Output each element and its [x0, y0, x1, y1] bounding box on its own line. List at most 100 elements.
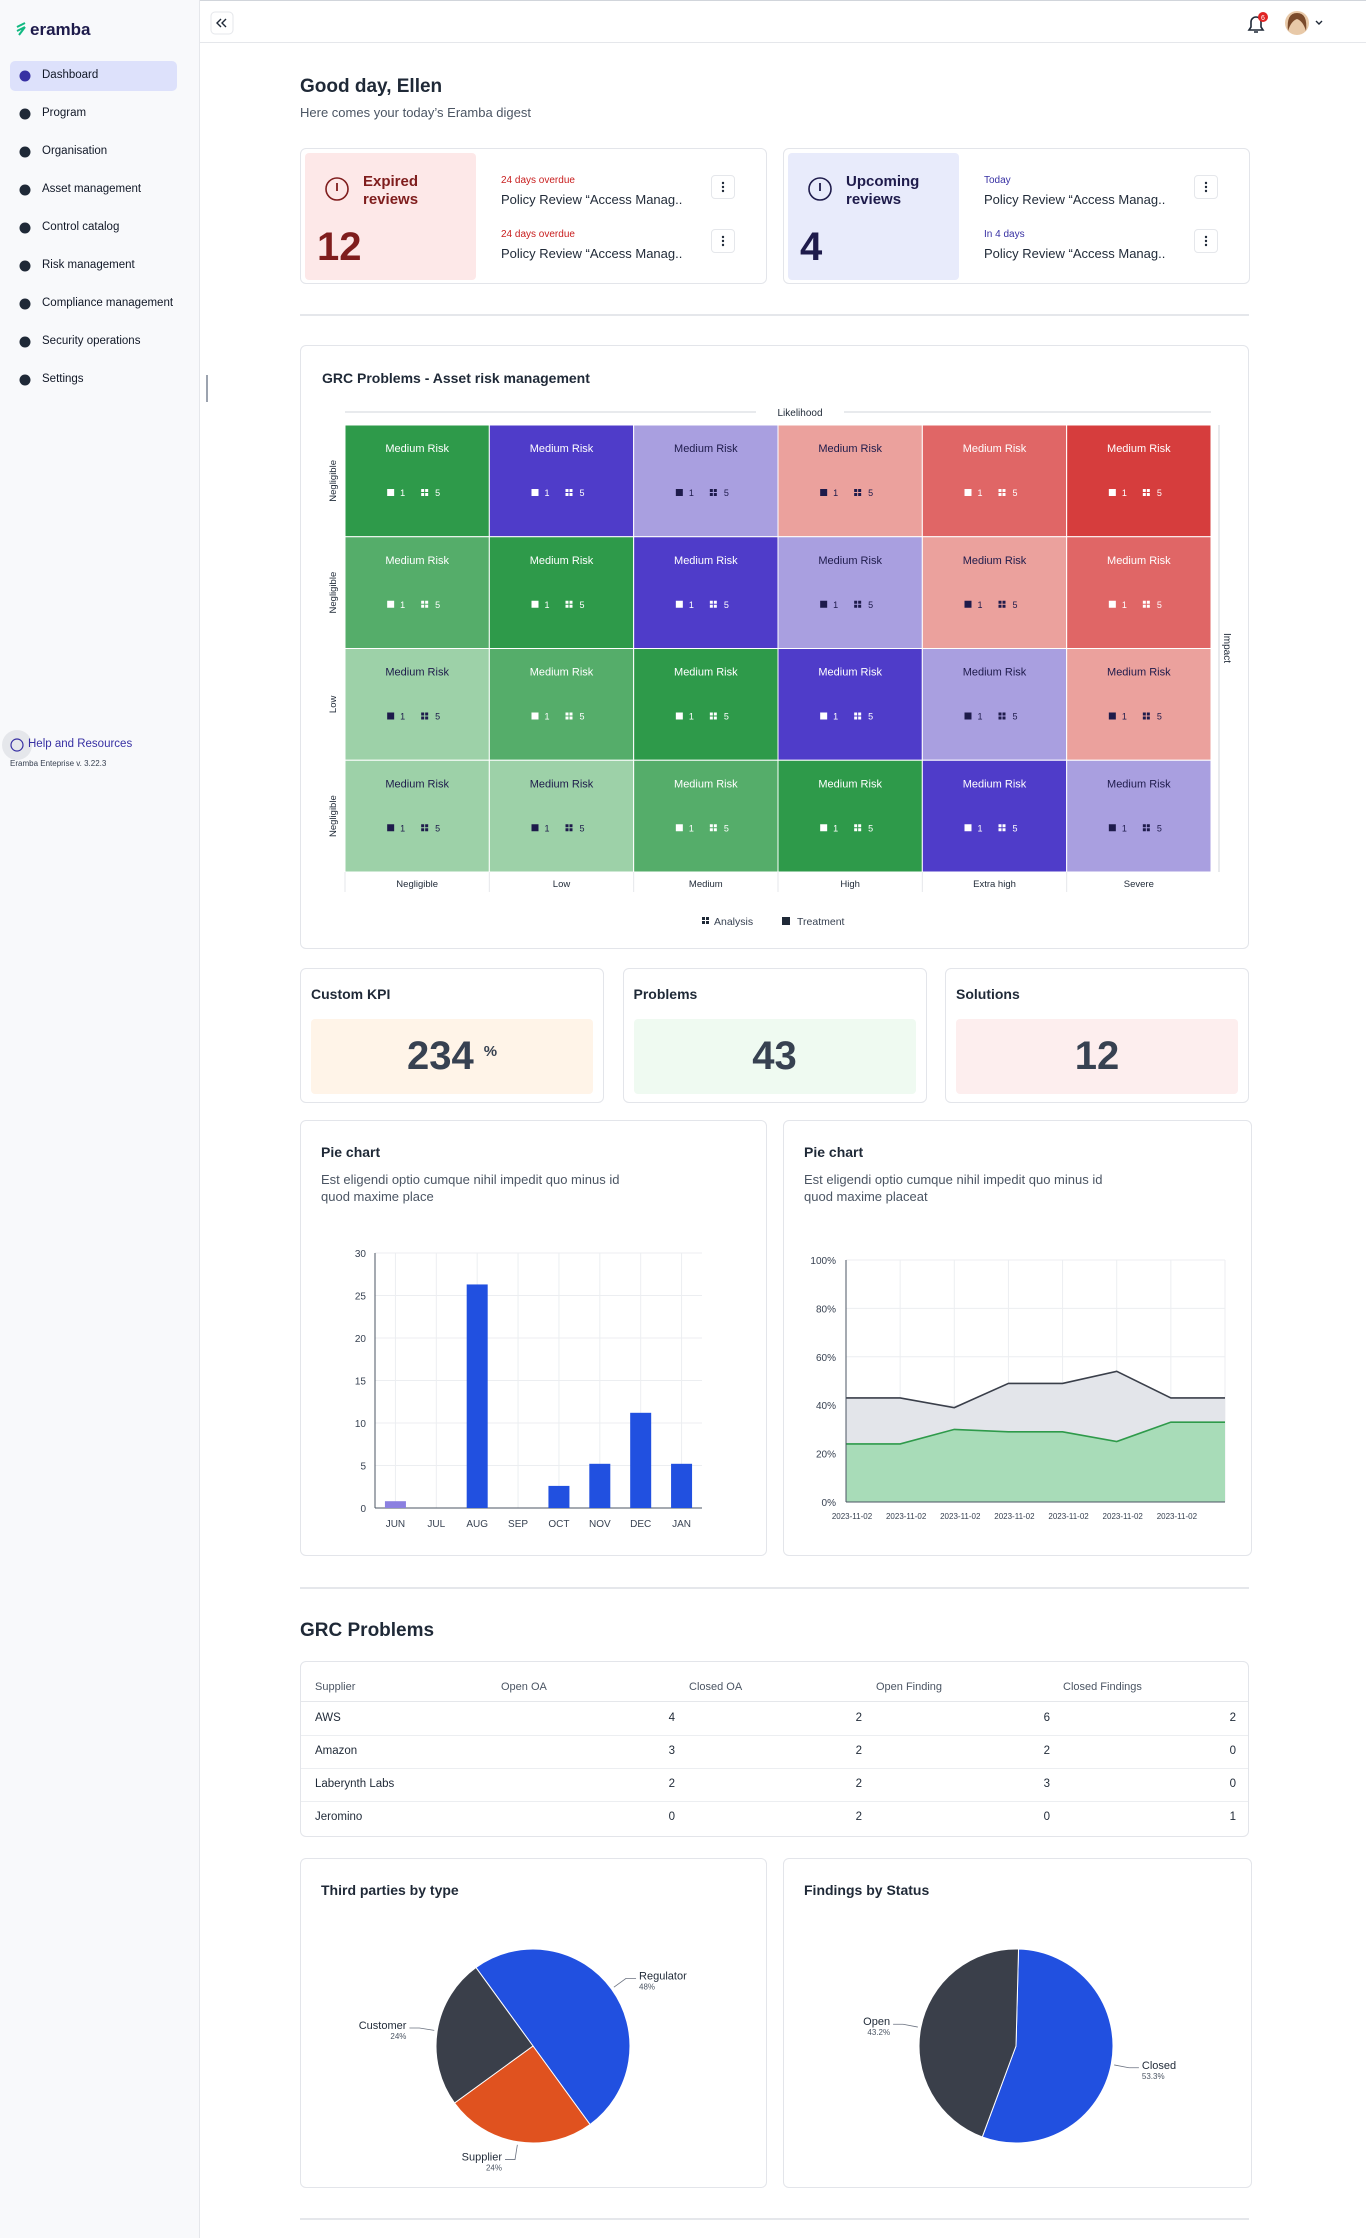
kebab-button[interactable] — [711, 175, 735, 199]
leader-line — [1114, 2064, 1139, 2069]
graphic — [2, 730, 32, 760]
review-item-title: Policy Review “Access Manag.. — [984, 246, 1166, 261]
matrix-cell — [488, 424, 635, 538]
menu-item[interactable]: Dashboard — [10, 61, 177, 91]
analysis-icon — [709, 489, 713, 492]
analysis-icon — [1142, 600, 1146, 604]
y-tick-label: 100% — [810, 1256, 836, 1267]
analysis-icon — [858, 493, 862, 496]
treatment-count: 1 — [689, 712, 694, 722]
analysis-icon — [1146, 828, 1150, 832]
cell-label: Medium Risk — [1107, 443, 1171, 455]
graphic — [19, 70, 31, 82]
analysis-count: 5 — [868, 488, 873, 498]
analysis-icon — [858, 604, 862, 608]
leader-line — [505, 2144, 518, 2160]
badge-count: 6 — [1261, 15, 1265, 22]
analysis-icon — [1146, 824, 1150, 828]
analysis-icon — [425, 489, 429, 492]
bar — [548, 1485, 570, 1508]
y-tick-label: 20% — [816, 1450, 836, 1461]
table-cell: 3 — [668, 1745, 675, 1757]
analysis-icon — [713, 600, 717, 604]
legend-icon — [702, 917, 705, 920]
help-link[interactable]: Help and Resources — [28, 738, 133, 750]
kpi-box: 234% — [311, 1019, 593, 1094]
analysis-icon — [858, 716, 862, 720]
analysis-icon — [1002, 712, 1006, 716]
review-count: 12 — [317, 225, 362, 269]
table-header: Closed Findings — [1063, 1681, 1142, 1693]
treatment-count: 1 — [1122, 488, 1127, 498]
menu-item[interactable]: Asset management — [10, 175, 177, 205]
analysis-icon — [425, 712, 429, 716]
graphic — [19, 222, 31, 234]
y-tick-label: 60% — [816, 1353, 836, 1364]
menu-icon — [19, 374, 31, 386]
treatment-count: 1 — [545, 600, 550, 610]
menu-item[interactable]: Security operations — [10, 327, 177, 357]
kebab-dot — [1204, 181, 1208, 185]
menu-label: Settings — [42, 373, 84, 385]
analysis-icon — [1146, 712, 1150, 716]
analysis-icon — [565, 828, 569, 832]
analysis-icon — [998, 493, 1002, 496]
matrix-cell — [1066, 648, 1212, 761]
kebab-dot — [721, 185, 725, 189]
matrix-cell — [344, 536, 490, 649]
analysis-count: 5 — [580, 488, 585, 498]
table-cell: 2 — [1043, 1745, 1050, 1757]
menu-item[interactable]: Settings — [10, 365, 177, 395]
kebab-dot — [721, 243, 725, 247]
row-label: Negligible — [328, 460, 339, 502]
menu-label: Compliance management — [42, 297, 174, 309]
analysis-count: 5 — [1157, 488, 1162, 498]
review-status: In 4 days — [984, 229, 1025, 240]
treatment-count: 1 — [545, 712, 550, 722]
treatment-count: 1 — [978, 488, 983, 498]
menu-item[interactable]: Risk management — [10, 251, 177, 281]
menu-label: Program — [42, 107, 87, 119]
table-header: Open OA — [501, 1681, 547, 1693]
table-cell: 2 — [855, 1811, 862, 1823]
table-cell: 0 — [1229, 1745, 1236, 1757]
kebab-button[interactable] — [1194, 229, 1218, 253]
chart-subtitle: Est eligendi optio cumque nihil impedit … — [804, 1172, 1103, 1204]
menu-label: Security operations — [42, 335, 141, 347]
bar — [630, 1412, 652, 1508]
kebab-button[interactable] — [711, 229, 735, 253]
analysis-icon — [425, 604, 429, 608]
bar — [671, 1463, 693, 1508]
menu-icon — [19, 260, 31, 272]
analysis-icon — [998, 600, 1002, 604]
analysis-icon — [421, 493, 425, 496]
menu-item[interactable]: Compliance management — [10, 289, 177, 319]
kpi-box: 12 — [956, 1019, 1238, 1094]
analysis-icon — [709, 604, 713, 608]
analysis-count: 5 — [435, 600, 440, 610]
analysis-icon — [1146, 489, 1150, 492]
cell-label: Medium Risk — [963, 778, 1027, 790]
treatment-icon — [387, 489, 395, 496]
kebab-button[interactable] — [1194, 175, 1218, 199]
graphic — [1204, 181, 1208, 193]
analysis-count: 5 — [724, 823, 729, 833]
menu-item[interactable]: Organisation — [10, 137, 177, 167]
menu-item[interactable]: Control catalog — [10, 213, 177, 243]
treatment-count: 1 — [400, 488, 405, 498]
menu-icon — [19, 184, 31, 196]
legend-label: Treatment — [797, 916, 845, 928]
cell-label: Medium Risk — [674, 667, 738, 679]
analysis-icon — [1146, 604, 1150, 608]
treatment-icon — [531, 489, 539, 496]
cell-label: Medium Risk — [1107, 555, 1171, 567]
analysis-icon — [854, 828, 858, 832]
analysis-icon — [1142, 493, 1146, 496]
avatar-hair — [1287, 13, 1307, 31]
matrix-title: GRC Problems - Asset risk management — [322, 370, 590, 386]
pie-slice — [453, 2045, 591, 2144]
analysis-icon — [569, 716, 573, 720]
menu-item[interactable]: Program — [10, 99, 177, 129]
kebab-dot — [1204, 235, 1208, 239]
analysis-icon — [569, 489, 573, 492]
